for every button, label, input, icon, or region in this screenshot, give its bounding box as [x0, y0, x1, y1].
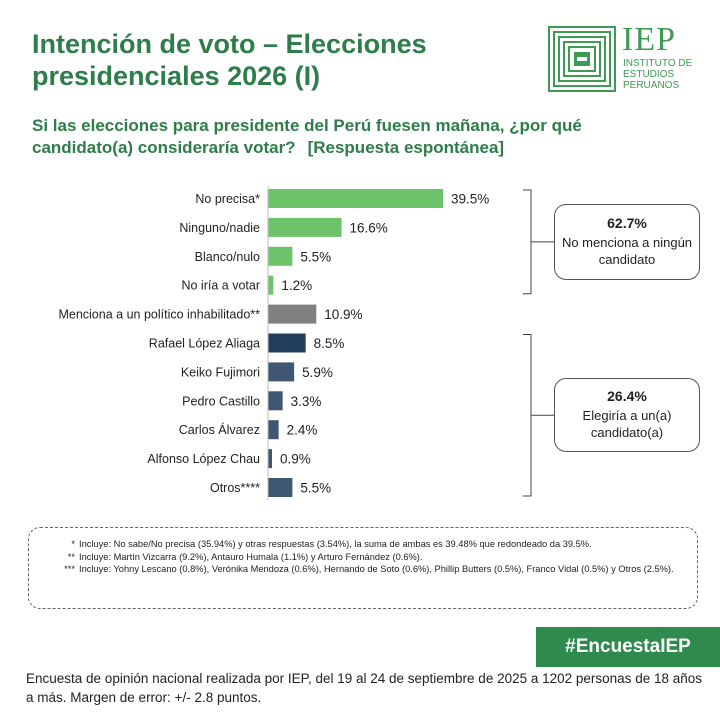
hashtag-banner: #EncuestaIEP — [536, 627, 720, 667]
summary-box-candidate: 26.4% Elegiría a un(a) candidato(a) — [554, 378, 700, 453]
logo-subtext: INSTITUTO DE ESTUDIOS PERUANOS — [623, 58, 692, 91]
data-label: 5.5% — [300, 481, 331, 496]
survey-methodology-note: Encuesta de opinión nacional realizada p… — [26, 671, 702, 705]
bar — [268, 275, 274, 295]
category-label: Carlos Álvarez — [179, 422, 260, 437]
bar — [268, 246, 293, 266]
summary-box-no-candidate: 62.7% No menciona a ningún candidato — [554, 203, 700, 280]
category-label: Otros**** — [210, 481, 260, 495]
logo-subtext-line: PERUANOS — [623, 80, 680, 91]
category-label: No iría a votar — [181, 279, 260, 293]
logo-subtext-line: ESTUDIOS — [623, 69, 675, 80]
category-label: Keiko Fujimori — [181, 365, 260, 379]
logo-subtext-line: INSTITUTO DE — [623, 58, 693, 69]
chart-title: Intención de voto – Elecciones presidenc… — [32, 28, 512, 92]
bar — [268, 391, 283, 411]
summary-text: Elegiría a un(a) candidato(a) — [582, 408, 672, 441]
category-label: Alfonso López Chau — [147, 452, 260, 466]
title-line-2: presidenciales 2026 (I) — [32, 61, 321, 91]
data-label: 10.9% — [324, 307, 362, 322]
footnote: ** Incluye: Martín Vizcarra (9.2%), Anta… — [43, 551, 683, 564]
question-note: [Respuesta espontánea] — [307, 138, 505, 157]
question-line-1: Si las elecciones para presidente del Pe… — [32, 116, 582, 135]
footnote: * Incluye: No sabe/No precisa (35.94%) y… — [43, 538, 683, 551]
data-label: 3.3% — [291, 394, 322, 409]
data-label: 39.5% — [451, 192, 489, 207]
data-label: 5.5% — [300, 249, 331, 264]
group-bracket — [523, 334, 532, 497]
category-label: Pedro Castillo — [182, 394, 260, 408]
footnote-mark: ** — [67, 551, 75, 562]
data-label: 2.4% — [287, 423, 318, 438]
data-label: 5.9% — [302, 365, 333, 380]
data-label: 16.6% — [350, 220, 388, 235]
iep-logo: IEP INSTITUTO DE ESTUDIOS PERUANOS — [548, 21, 704, 94]
data-label: 1.2% — [281, 278, 312, 293]
bar — [268, 304, 317, 324]
summary-percentage: 26.4% — [607, 388, 647, 405]
footnote: *** Incluye: Yohny Lescano (0.8%), Verón… — [43, 563, 683, 576]
bar — [268, 420, 279, 440]
category-label: No precisa* — [195, 192, 260, 206]
data-label: 8.5% — [314, 336, 345, 351]
bar — [268, 333, 306, 353]
survey-question: Si las elecciones para presidente del Pe… — [32, 115, 672, 159]
category-label: Rafael López Aliaga — [149, 337, 260, 351]
footnotes-box: * Incluye: No sabe/No precisa (35.94%) y… — [28, 527, 698, 609]
summary-percentage: 62.7% — [607, 214, 647, 231]
bar — [268, 478, 293, 497]
category-label: Blanco/nulo — [195, 250, 260, 264]
footnote-text: Incluye: Yohny Lescano (0.8%), Verónika … — [79, 564, 674, 574]
footnote-text: Incluye: No sabe/No precisa (35.94%) y o… — [79, 539, 592, 549]
footnote-mark: *** — [64, 564, 75, 574]
data-label: 0.9% — [280, 452, 311, 467]
bar-chart: No precisa* 39.5% Ninguno/nadie 16.6% Blanco… — [58, 186, 554, 500]
footnote-mark: * — [71, 539, 75, 549]
category-label: Ninguno/nadie — [179, 221, 260, 235]
category-label: Menciona a un político inhabilitado** — [58, 308, 260, 322]
title-line-1: Intención de voto – Elecciones — [32, 29, 427, 59]
logo-wordmark: IEP — [622, 21, 676, 58]
bar — [268, 217, 342, 237]
question-line-2: candidato(a) consideraría votar? — [32, 138, 296, 157]
iep-logo-mark-icon — [548, 26, 616, 92]
group-bracket — [523, 189, 532, 295]
footnote-text: Incluye: Martín Vizcarra (9.2%), Antauro… — [79, 551, 423, 562]
bar — [268, 449, 272, 469]
summary-text: No menciona a ningún candidato — [561, 234, 693, 267]
bar — [268, 362, 295, 382]
bar — [268, 189, 443, 208]
